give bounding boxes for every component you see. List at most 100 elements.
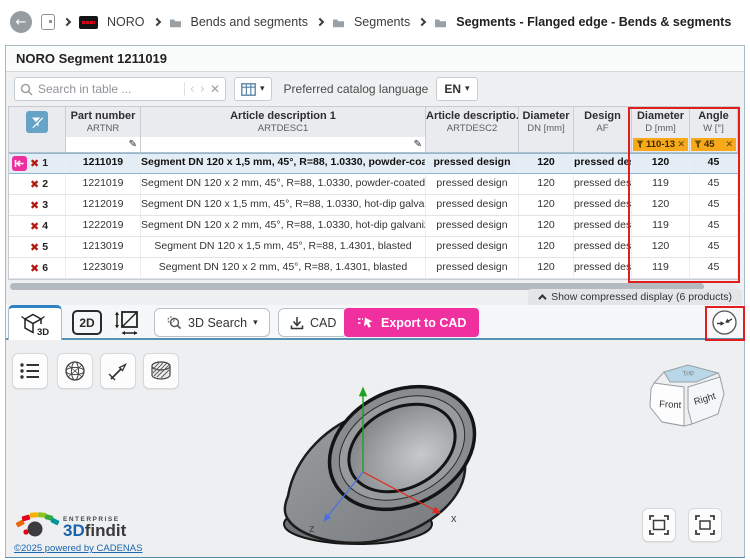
cell-radius-clipped[interactable] — [738, 154, 739, 172]
model-tree-button[interactable] — [12, 353, 48, 389]
table-row[interactable]: ✖ 5 1213019 Segment DN 120 x 1,5 mm, 45°… — [9, 237, 739, 258]
cell-diameter-d[interactable]: 120 — [632, 237, 690, 257]
pencil-icon[interactable]: ✎ — [413, 139, 422, 150]
cell-description[interactable]: Segment DN 120 x 2 mm, 45°, R=88, 1.0330… — [141, 216, 426, 236]
header-diameter-d[interactable]: Diameter D [mm] — [632, 107, 690, 137]
cell-design[interactable]: pressed design — [574, 258, 632, 278]
remove-filter-icon[interactable]: ✕ — [725, 139, 733, 150]
cad-download-button[interactable]: CAD — [278, 308, 349, 337]
header-article-description-2[interactable]: Article descriptio... ARTDESC2 — [426, 107, 519, 137]
table-row[interactable]: ✖ 1 1211019 Segment DN 120 x 1,5 mm, 45°… — [9, 153, 739, 174]
cell-angle[interactable]: 45 — [690, 237, 738, 257]
cell-description[interactable]: Segment DN 120 x 1,5 mm, 45°, R=88, 1.43… — [141, 237, 426, 257]
cell-description-2[interactable]: pressed design — [426, 258, 519, 278]
column-settings-button[interactable]: ▾ — [234, 77, 272, 101]
header-angle[interactable]: Angle W [°] — [690, 107, 738, 137]
cell-diameter-d[interactable]: 120 — [632, 154, 690, 172]
tab-dimensions[interactable] — [112, 309, 142, 336]
table-row[interactable]: ✖ 3 1212019 Segment DN 120 x 1,5 mm, 45°… — [9, 195, 739, 216]
section-view-button[interactable] — [143, 353, 179, 389]
cell-part-number[interactable]: 1221019 — [66, 174, 141, 194]
back-button[interactable]: ← — [10, 11, 32, 33]
cell-angle[interactable]: 45 — [690, 216, 738, 236]
cell-description-2[interactable]: pressed design — [426, 237, 519, 257]
remove-row-icon[interactable]: ✖ — [30, 240, 40, 254]
cell-part-number[interactable]: 1222019 — [66, 216, 141, 236]
cell-diameter-d[interactable]: 120 — [632, 195, 690, 215]
search-prev-icon[interactable]: ‹ — [189, 81, 195, 97]
language-dropdown[interactable]: EN ▾ — [436, 77, 478, 101]
cell-radius-clipped[interactable] — [738, 174, 739, 194]
filter-input-part-number[interactable]: ✎ — [66, 137, 141, 152]
wireframe-mode-button[interactable] — [57, 353, 93, 389]
breadcrumb-item-segments[interactable]: Segments — [353, 15, 411, 29]
cell-radius-clipped[interactable] — [738, 195, 739, 215]
cell-design[interactable]: pressed design — [574, 237, 632, 257]
cell-angle[interactable]: 45 — [690, 195, 738, 215]
cell-description[interactable]: Segment DN 120 x 2 mm, 45°, R=88, 1.4301… — [141, 258, 426, 278]
fullscreen-button[interactable] — [688, 508, 722, 542]
remove-row-icon[interactable]: ✖ — [30, 198, 40, 212]
collapse-panel-button[interactable] — [711, 309, 738, 336]
cell-part-number[interactable]: 1211019 — [66, 154, 141, 172]
header-design[interactable]: Design AF — [574, 107, 632, 137]
show-compressed-display-button[interactable]: Show compressed display (6 products) — [528, 289, 742, 305]
cell-description-2[interactable]: pressed design — [426, 154, 519, 172]
3d-search-button[interactable]: 3D Search ▾ — [154, 308, 270, 337]
cell-diameter-d[interactable]: 119 — [632, 174, 690, 194]
remove-row-icon[interactable]: ✖ — [30, 177, 40, 191]
cell-radius-clipped[interactable] — [738, 216, 739, 236]
cell-description[interactable]: Segment DN 120 x 1,5 mm, 45°, R=88, 1.03… — [141, 195, 426, 215]
catalog-icon[interactable] — [41, 14, 55, 30]
cell-design[interactable]: pressed design — [574, 174, 632, 194]
cell-design[interactable]: pressed design — [574, 195, 632, 215]
search-next-icon[interactable]: › — [199, 81, 205, 97]
remove-filter-icon[interactable]: ✕ — [677, 139, 685, 150]
search-input[interactable] — [38, 82, 179, 96]
cell-design[interactable]: pressed design — [574, 216, 632, 236]
cell-diameter-dn[interactable]: 120 — [519, 258, 574, 278]
cell-diameter-dn[interactable]: 120 — [519, 195, 574, 215]
table-row[interactable]: ✖ 4 1222019 Segment DN 120 x 2 mm, 45°, … — [9, 216, 739, 237]
cell-diameter-dn[interactable]: 120 — [519, 216, 574, 236]
cell-description-2[interactable]: pressed design — [426, 216, 519, 236]
tab-3d[interactable]: 3D — [8, 305, 62, 340]
cadenas-copyright-link[interactable]: ©2025 powered by CADENAS — [14, 543, 143, 554]
tab-2d[interactable]: 2D — [72, 310, 102, 335]
cell-diameter-dn[interactable]: 120 — [519, 154, 574, 172]
pencil-icon[interactable]: ✎ — [128, 139, 137, 150]
edit-filters-button[interactable] — [26, 111, 48, 133]
cell-diameter-d[interactable]: 119 — [632, 216, 690, 236]
fit-view-button[interactable] — [642, 508, 676, 542]
horizontal-scrollbar-thumb[interactable] — [10, 283, 704, 290]
cell-diameter-dn[interactable]: 120 — [519, 174, 574, 194]
view-cube[interactable]: Top Front Right — [636, 356, 736, 446]
cell-description[interactable]: Segment DN 120 x 2 mm, 45°, R=88, 1.0330… — [141, 174, 426, 194]
remove-row-icon[interactable]: ✖ — [30, 261, 40, 275]
measure-button[interactable] — [100, 353, 136, 389]
table-row[interactable]: ✖ 2 1221019 Segment DN 120 x 2 mm, 45°, … — [9, 174, 739, 195]
header-article-description-1[interactable]: Article description 1 ARTDESC1 — [141, 107, 426, 137]
cell-diameter-dn[interactable]: 120 — [519, 237, 574, 257]
cell-part-number[interactable]: 1223019 — [66, 258, 141, 278]
remove-row-icon[interactable]: ✖ — [30, 156, 40, 170]
header-diameter-dn[interactable]: Diameter DN [mm] — [519, 107, 574, 137]
breadcrumb-item-bends[interactable]: Bends and segments — [190, 15, 308, 29]
cell-angle[interactable]: 45 — [690, 154, 738, 172]
cell-description[interactable]: Segment DN 120 x 1,5 mm, 45°, R=88, 1.03… — [141, 154, 426, 172]
cell-radius-clipped[interactable] — [738, 258, 739, 278]
cell-description-2[interactable]: pressed design — [426, 174, 519, 194]
search-clear-icon[interactable]: ✕ — [209, 82, 220, 96]
cell-diameter-d[interactable]: 119 — [632, 258, 690, 278]
remove-row-icon[interactable]: ✖ — [30, 219, 40, 233]
cell-design[interactable]: pressed design — [574, 154, 632, 172]
model-3d-segment[interactable]: x z — [250, 376, 530, 556]
table-row[interactable]: ✖ 6 1223019 Segment DN 120 x 2 mm, 45°, … — [9, 258, 739, 279]
filter-chip-angle[interactable]: 45 ✕ — [691, 138, 736, 151]
header-radius-clipped[interactable]: R F — [738, 107, 739, 137]
cell-part-number[interactable]: 1213019 — [66, 237, 141, 257]
export-to-cad-button[interactable]: Export to CAD — [344, 308, 480, 337]
filter-chip-diameter[interactable]: 110-13 ✕ — [633, 138, 688, 151]
cell-radius-clipped[interactable] — [738, 237, 739, 257]
cell-angle[interactable]: 45 — [690, 258, 738, 278]
